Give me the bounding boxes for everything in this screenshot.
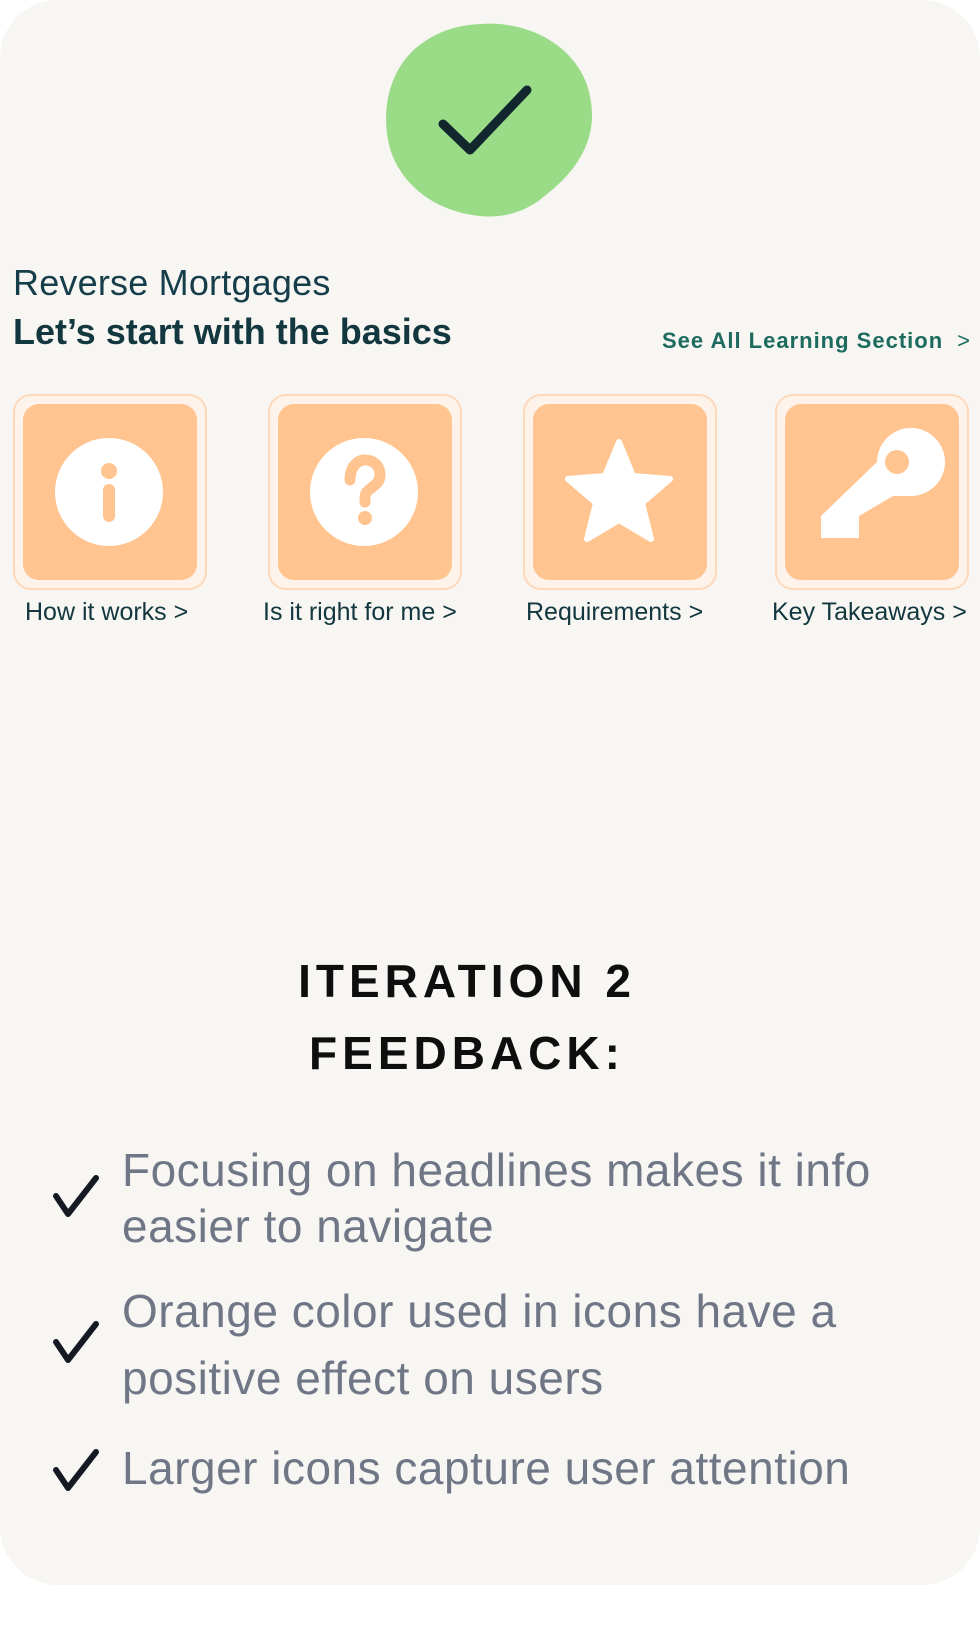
tile-label-how-it-works[interactable]: How it works > <box>25 598 189 626</box>
tile-label-is-it-right-for-me[interactable]: Is it right for me > <box>263 598 457 626</box>
checkmark-icon <box>438 85 532 155</box>
key-icon <box>821 428 945 538</box>
see-all-label: See All Learning Section <box>662 328 944 353</box>
tile-requirements[interactable] <box>523 394 717 590</box>
tile-label-key-takeaways[interactable]: Key Takeaways > <box>772 598 967 626</box>
feedback-heading-line1: ITERATION 2 <box>298 955 636 1007</box>
feedback-item-1-line1: Focusing on headlines makes it info <box>122 1144 871 1196</box>
tile-icon-background <box>785 404 959 580</box>
feedback-heading-line2: FEEDBACK: <box>309 1027 625 1079</box>
tile-is-it-right-for-me[interactable] <box>268 394 462 590</box>
feedback-item-2-line2: positive effect on users <box>122 1352 604 1404</box>
section-eyebrow: Reverse Mortgages <box>13 262 331 303</box>
chevron-right-icon: > <box>957 328 971 353</box>
star-icon <box>565 439 673 542</box>
tile-icon-background <box>23 404 197 580</box>
success-badge <box>386 23 592 217</box>
see-all-learning-link[interactable]: See All Learning Section > <box>662 328 971 354</box>
section-title: Let’s start with the basics <box>13 311 452 352</box>
feedback-item-1-line2: easier to navigate <box>122 1200 495 1252</box>
feedback-item-2-line1: Orange color used in icons have a <box>122 1285 837 1337</box>
feedback-item-3-line1: Larger icons capture user attention <box>122 1442 851 1494</box>
tile-icon-background <box>278 404 452 580</box>
checkmark-icon <box>53 1321 99 1363</box>
checkmark-icon <box>53 1175 99 1217</box>
checkmark-icon <box>53 1449 99 1491</box>
info-icon <box>55 438 163 546</box>
tile-how-it-works[interactable] <box>13 394 207 590</box>
tile-key-takeaways[interactable] <box>775 394 969 590</box>
badge-blob <box>386 23 592 217</box>
question-icon <box>310 438 418 546</box>
tile-label-requirements[interactable]: Requirements > <box>526 598 704 626</box>
tile-icon-background <box>533 404 707 580</box>
content-card: Reverse Mortgages Let’s start with the b… <box>0 0 980 1585</box>
